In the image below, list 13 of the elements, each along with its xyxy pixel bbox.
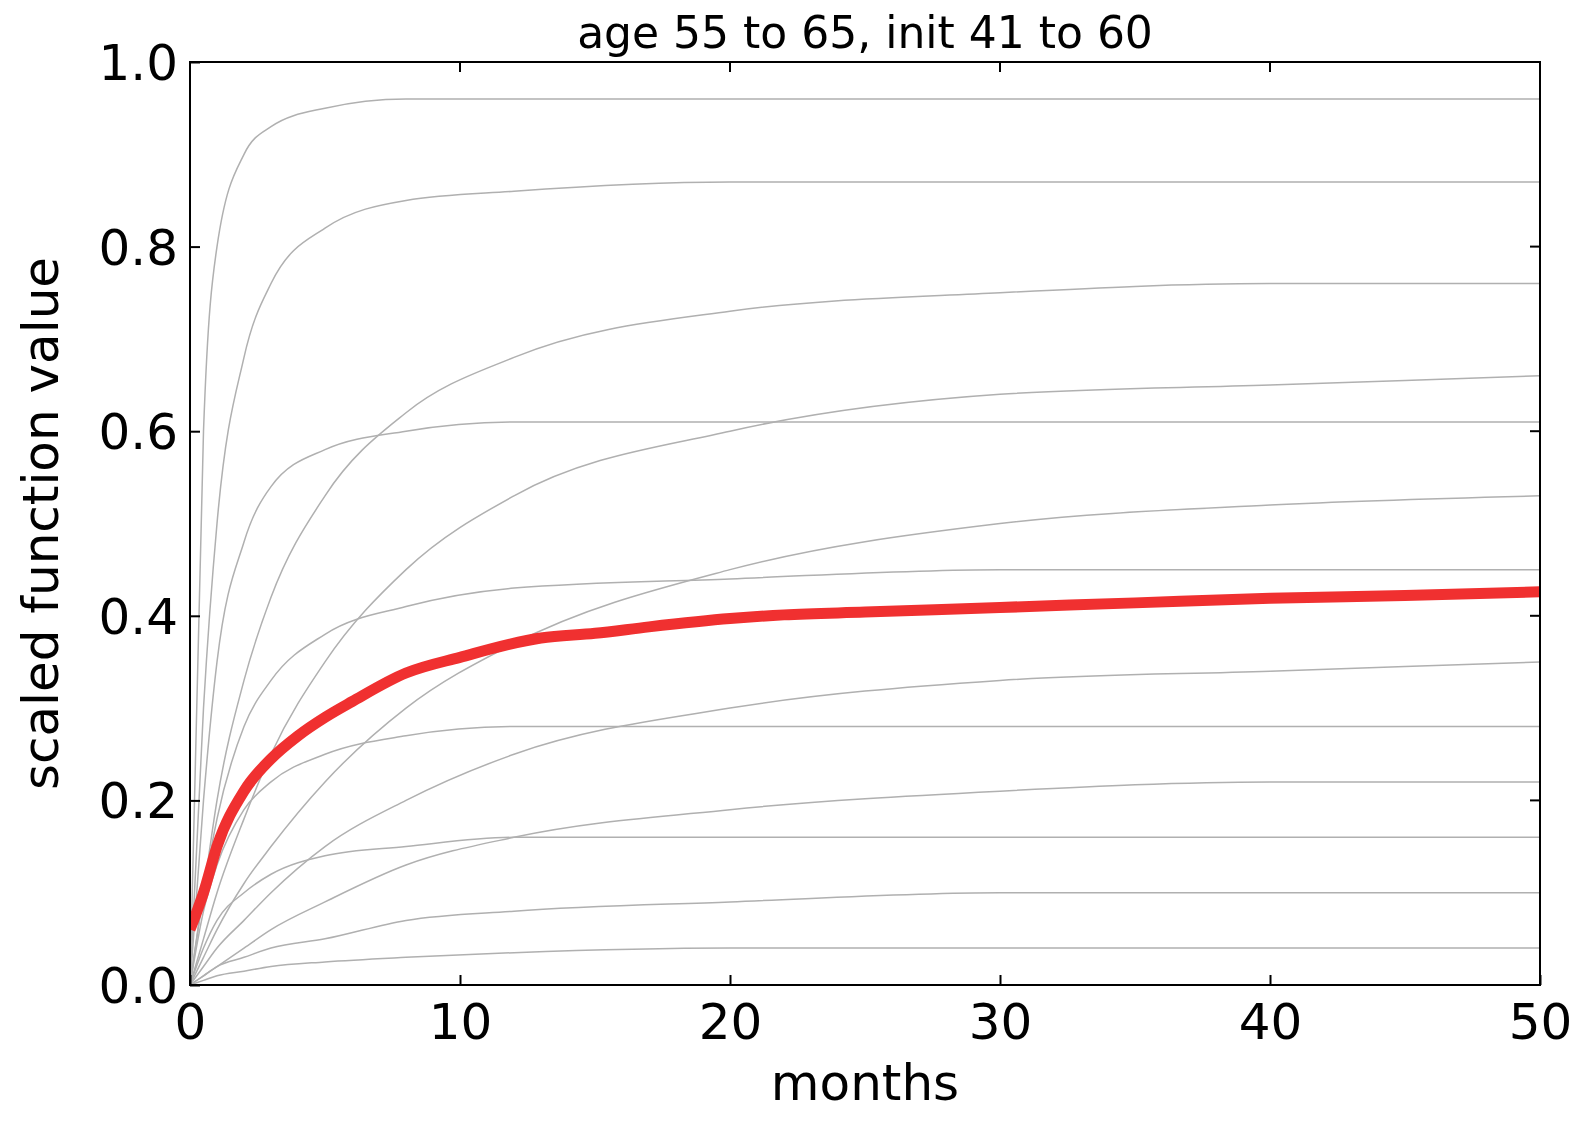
y-tick-label: 0.8 [98, 218, 178, 277]
y-axis-title: scaled function value [12, 256, 70, 791]
chart-title: age 55 to 65, init 41 to 60 [577, 7, 1153, 58]
x-tick-label: 40 [1238, 992, 1303, 1051]
x-tick-label: 50 [1508, 992, 1573, 1051]
y-tick-label: 0.6 [98, 403, 178, 462]
x-axis-title: months [770, 1054, 960, 1112]
x-tick-label: 20 [698, 992, 763, 1051]
x-tick-label: 30 [968, 992, 1033, 1051]
y-tick-label: 0.2 [98, 772, 178, 831]
y-tick-label: 1.0 [98, 34, 178, 92]
x-tick-label: 10 [428, 992, 493, 1051]
y-tick-label: 0.4 [98, 587, 178, 646]
